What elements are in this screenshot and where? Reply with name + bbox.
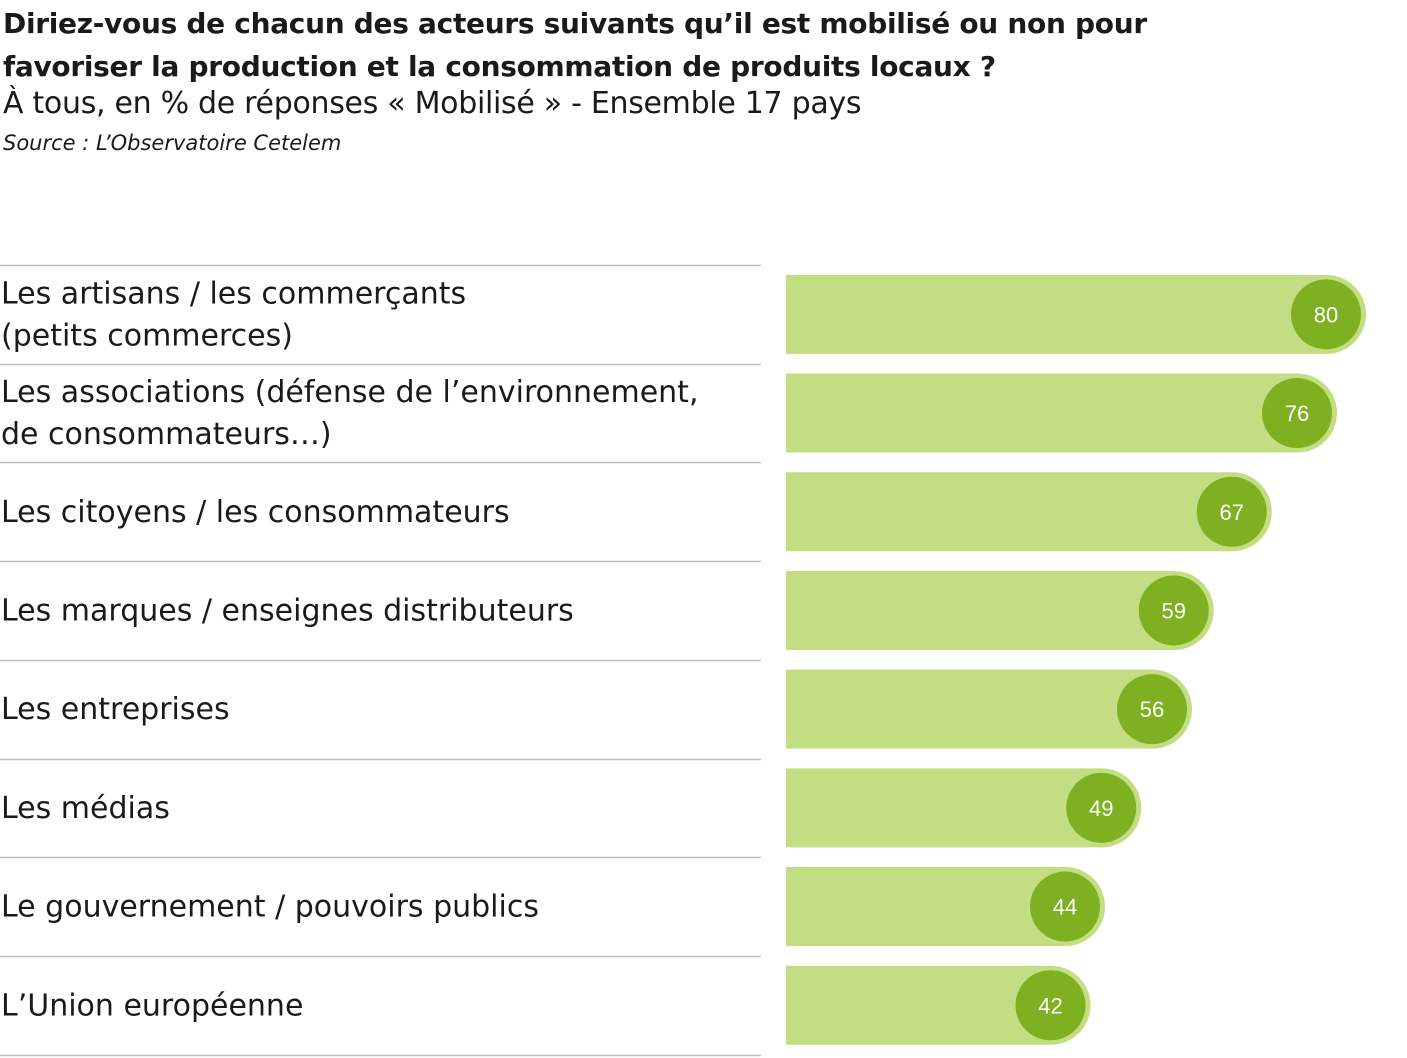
value-bubble — [1066, 772, 1137, 843]
category-label: Les artisans / les commerçants — [1, 276, 466, 311]
category-label: Les citoyens / les consommateurs — [1, 495, 510, 530]
chart-subtitle: À tous, en % de réponses « Mobilisé » - … — [3, 86, 862, 121]
category-label: Les entreprises — [1, 692, 230, 727]
bar — [786, 570, 1214, 650]
bar — [786, 472, 1272, 552]
value-bubble — [1138, 575, 1209, 646]
chart-source: Source : L’Observatoire Cetelem — [3, 131, 342, 155]
value-bubble — [1015, 970, 1086, 1041]
category-label: Les associations (défense de l’environne… — [1, 375, 699, 410]
category-label: L’Union européenne — [1, 988, 303, 1023]
data-label: 76 — [1285, 401, 1309, 426]
chart-title: Diriez-vous de chacun des acteurs suivan… — [3, 7, 1147, 83]
category-label: de consommateurs…) — [1, 417, 332, 452]
bar — [786, 373, 1337, 453]
value-bubble — [1030, 871, 1100, 942]
data-label: 80 — [1314, 302, 1338, 327]
category-label: Le gouvernement / pouvoirs publics — [1, 890, 539, 925]
data-label: 56 — [1140, 697, 1164, 722]
bar — [786, 274, 1366, 354]
data-label: 42 — [1038, 993, 1062, 1018]
category-label: (petits commerces) — [1, 318, 293, 353]
category-label: Les marques / enseignes distributeurs — [1, 593, 574, 628]
bar — [786, 768, 1142, 848]
value-bubble — [1117, 674, 1187, 745]
bar — [786, 669, 1192, 749]
bar — [786, 965, 1091, 1045]
category-label: Les médias — [1, 791, 170, 826]
value-bubble — [1196, 476, 1267, 547]
data-label: 49 — [1089, 796, 1113, 821]
value-bubble — [1262, 378, 1332, 449]
value-bubble — [1291, 279, 1361, 350]
data-label: 44 — [1053, 895, 1077, 920]
data-label: 59 — [1162, 598, 1186, 623]
bar — [786, 867, 1105, 947]
data-label: 67 — [1220, 500, 1244, 525]
